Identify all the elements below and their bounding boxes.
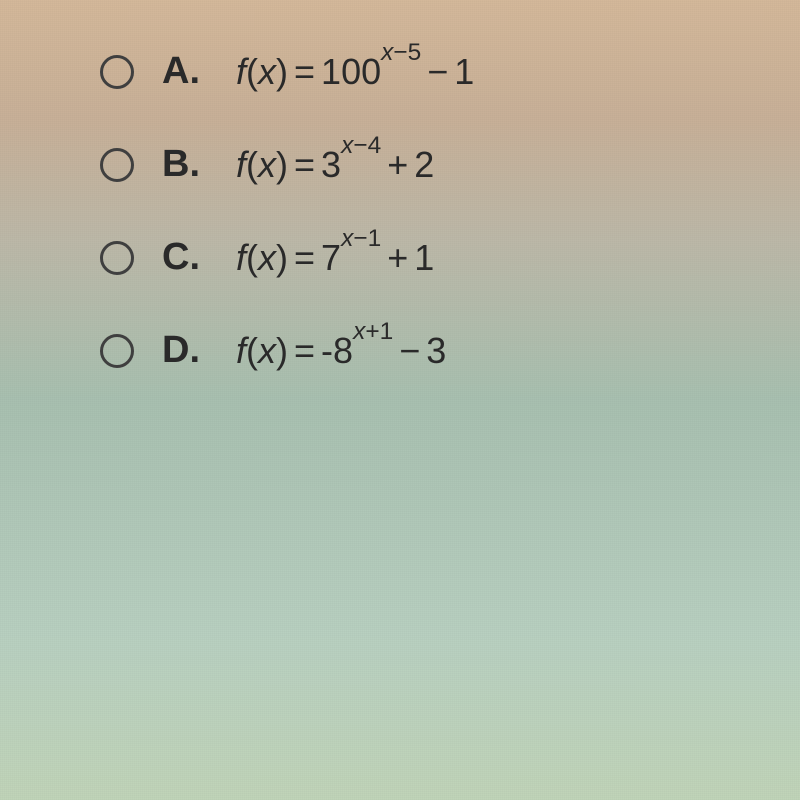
- radio-a[interactable]: [100, 55, 134, 89]
- option-d-formula: f(x)=-8x+1−3: [236, 329, 446, 372]
- option-d-label: D.: [162, 329, 204, 372]
- option-c-label: C.: [162, 236, 204, 279]
- radio-c[interactable]: [100, 241, 134, 275]
- option-b-label: B.: [162, 143, 204, 186]
- option-a[interactable]: A. f(x)=100x−5−1: [100, 50, 700, 93]
- option-a-label: A.: [162, 50, 204, 93]
- option-b-formula: f(x)=3x−4+2: [236, 143, 434, 186]
- radio-b[interactable]: [100, 148, 134, 182]
- option-c-formula: f(x)=7x−1+1: [236, 236, 434, 279]
- radio-d[interactable]: [100, 334, 134, 368]
- option-b[interactable]: B. f(x)=3x−4+2: [100, 143, 700, 186]
- answer-options-list: A. f(x)=100x−5−1 B. f(x)=3x−4+2 C. f(x)=…: [0, 0, 800, 472]
- option-a-formula: f(x)=100x−5−1: [236, 50, 474, 93]
- option-c[interactable]: C. f(x)=7x−1+1: [100, 236, 700, 279]
- option-d[interactable]: D. f(x)=-8x+1−3: [100, 329, 700, 372]
